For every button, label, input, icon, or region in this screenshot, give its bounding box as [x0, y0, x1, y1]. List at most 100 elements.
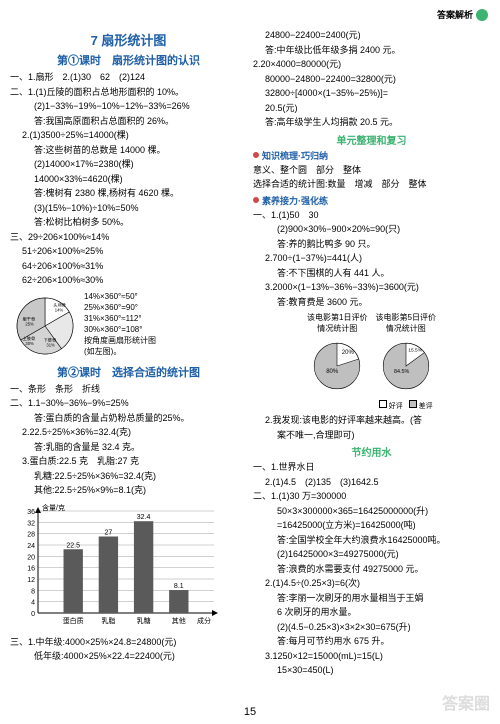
svg-text:32.4: 32.4	[137, 514, 151, 521]
text-line: 其他:22.5÷25%×9%=8.1(克)	[10, 484, 247, 498]
text-line: 意义、整个圆 部分 整体	[253, 164, 490, 178]
text-line: 24800−22400=2400(元)	[253, 29, 490, 43]
text-line: 2.20×4000=80000(元)	[253, 58, 490, 72]
pie-2b-svg: 15.5% 84.5%	[376, 336, 436, 396]
text-line: 答:松树比柏树多 50%。	[10, 216, 247, 230]
pie-2a-svg: 20% 80%	[307, 336, 367, 396]
text-line: 一、1.世界水日	[253, 461, 490, 475]
svg-text:14%: 14%	[55, 307, 64, 312]
text-line: 6 次刷牙的用水量。	[253, 606, 490, 620]
green-dot-icon	[476, 9, 488, 21]
text-line: 62÷206×100%≈30%	[10, 274, 247, 288]
text-line: 答:槐树有 2380 棵,杨树有 4620 棵。	[10, 187, 247, 201]
svg-text:0: 0	[31, 611, 35, 618]
svg-text:27: 27	[105, 529, 113, 536]
text-line: (2)900×30%−900×20%=90(只)	[253, 223, 490, 237]
svg-text:16: 16	[27, 565, 35, 572]
text-line: =16425000(立方米)=16425000(吨)	[253, 519, 490, 533]
double-pie: 该电影第1日评价情况统计图 20% 80% 该电影第5日评价情况统计图 15.5…	[253, 312, 490, 411]
svg-text:20%: 20%	[342, 350, 355, 356]
text-line: 答:全国学校全年大约浪费水16425000吨。	[253, 534, 490, 548]
legend-bad: 差评	[419, 403, 433, 410]
blue-label: 知识梳理·巧归纳	[262, 149, 328, 162]
pie-chart-1: 头颅骨 14% 躯干骨 25% 下肢骨 31% 上肢骨 30% 14%×360°…	[10, 291, 247, 361]
text-line: 答:高年级学生人均捐款 20.5 元。	[253, 116, 490, 130]
text-line: 2.700÷(1−37%)=441(人)	[253, 252, 490, 266]
text-line: 答:养的鹅比鸭多 90 只。	[253, 238, 490, 252]
text-line: 答:乳脂的含量是 32.4 克。	[10, 441, 247, 455]
text-line: 2.22.5÷25%×36%=32.4(克)	[10, 426, 247, 440]
left-column: 7 扇形统计图 第①课时 扇形统计图的认识 一、1.扇形 2.(1)30 62 …	[10, 28, 247, 679]
pie-1-side-text: 14%×360°≈50°25%×360°=90°31%×360°≈112°30%…	[84, 291, 156, 358]
pie-2a-block: 该电影第1日评价情况统计图 20% 80%	[307, 312, 367, 411]
text-line: 3.1250×12=15000(mL)=15(L)	[253, 650, 490, 664]
pie-legend: 好评 差评	[376, 400, 436, 411]
legend-good: 好评	[389, 403, 403, 410]
subtitle-2: 第②课时 选择合适的统计图	[10, 364, 247, 380]
green-heading-2: 节约用水	[253, 444, 490, 459]
red-dot-icon	[253, 197, 259, 203]
svg-text:22.5: 22.5	[66, 542, 80, 549]
text-line: 答:蛋白质的含量占奶粉总质量的25%。	[10, 412, 247, 426]
text-line: (2)14000×17%=2380(棵)	[10, 158, 247, 172]
pie-2a-title: 该电影第1日评价情况统计图	[307, 312, 367, 334]
svg-text:20: 20	[27, 554, 35, 561]
svg-text:8.1: 8.1	[174, 583, 184, 590]
pie-2b-title: 该电影第5日评价情况统计图	[376, 312, 436, 334]
text-line: 选择合适的统计图:数量 增减 部分 整体	[253, 178, 490, 192]
text-line: (2)16425000×3=49275000(元)	[253, 548, 490, 562]
svg-text:25%: 25%	[25, 321, 34, 326]
header-label: 答案解析	[437, 8, 473, 21]
text-line: 案不唯一,合理即可)	[253, 429, 490, 443]
bullet-row: 知识梳理·巧归纳	[253, 149, 490, 162]
text-line: 20.5(元)	[253, 102, 490, 116]
svg-text:成分: 成分	[197, 616, 211, 625]
text-line: 3.2000×(1−13%−36%−33%)=3600(元)	[253, 281, 490, 295]
subtitle-1: 第①课时 扇形统计图的认识	[10, 52, 247, 68]
text-line: 答:每月可节约用水 675 升。	[253, 635, 490, 649]
text-line: 51÷206×100%≈25%	[10, 245, 247, 259]
svg-text:15.5%: 15.5%	[408, 348, 422, 354]
text-line: 2.我发现:该电影的好评率越来越高。(答	[253, 414, 490, 428]
text-line: 14000×33%=4620(棵)	[10, 173, 247, 187]
svg-text:其他: 其他	[172, 616, 186, 625]
main-container: 7 扇形统计图 第①课时 扇形统计图的认识 一、1.扇形 2.(1)30 62 …	[0, 0, 500, 689]
text-line: 答:李丽一次刷牙的用水量相当于王娟	[253, 592, 490, 606]
text-line: (2)(4.5−0.25×3)×3×2×30=675(升)	[253, 621, 490, 635]
text-line: 答:这些树苗的总数是 14000 棵。	[10, 144, 247, 158]
text-line: 一、1.扇形 2.(1)30 62 (2)124	[10, 71, 247, 85]
text-line: 32800÷[4000×(1−35%−25%)]=	[253, 87, 490, 101]
blue-label: 素养接力·强化练	[262, 194, 328, 207]
text-line: 三、1.中年级:4000×25%×24.8=24800(元)	[10, 636, 247, 650]
text-line: 2.(1)3500÷25%=14000(棵)	[10, 129, 247, 143]
text-line: 答:中年级比低年级多捐 2400 元。	[253, 44, 490, 58]
bullet-row: 素养接力·强化练	[253, 194, 490, 207]
red-dot-icon	[253, 152, 259, 158]
text-line: 一、1.(1)50 30	[253, 209, 490, 223]
svg-text:12: 12	[27, 577, 35, 584]
svg-text:24: 24	[27, 543, 35, 550]
watermark: 答案圈	[442, 690, 490, 714]
svg-text:30%: 30%	[25, 340, 34, 345]
text-line: 二、1.(1)丘陵的面积占总地形面积的 10%。	[10, 86, 247, 100]
svg-text:蛋白质: 蛋白质	[63, 616, 84, 625]
text-line: 低年级:4000×25%×22.4=22400(元)	[10, 650, 247, 664]
text-line: 15×30=450(L)	[253, 664, 490, 678]
text-line: 答:我国高原面积占总面积的 26%。	[10, 115, 247, 129]
page-header: 答案解析	[437, 8, 488, 21]
text-line: (3)(15%−10%)÷10%=50%	[10, 202, 247, 216]
svg-text:31%: 31%	[46, 342, 55, 347]
text-line: 答:浪费的水需要支付 49275000 元。	[253, 563, 490, 577]
text-line: 答:教育费是 3600 元。	[253, 296, 490, 310]
text-line: 一、条形 条形 折线	[10, 383, 247, 397]
svg-text:8: 8	[31, 588, 35, 595]
svg-text:80%: 80%	[326, 369, 339, 375]
svg-text:4: 4	[31, 599, 35, 606]
bar-svg: 04812162024283236含量/克22.52732.48.1蛋白质乳脂乳…	[10, 501, 220, 631]
bar-chart: 04812162024283236含量/克22.52732.48.1蛋白质乳脂乳…	[10, 501, 247, 633]
svg-text:32: 32	[27, 520, 35, 527]
text-line: 64÷206×100%≈31%	[10, 260, 247, 274]
text-line: 答:不下围棋的人有 441 人。	[253, 267, 490, 281]
pie-svg-1: 头颅骨 14% 躯干骨 25% 下肢骨 31% 上肢骨 30%	[10, 291, 80, 361]
green-heading-1: 单元整理和复习	[253, 132, 490, 147]
